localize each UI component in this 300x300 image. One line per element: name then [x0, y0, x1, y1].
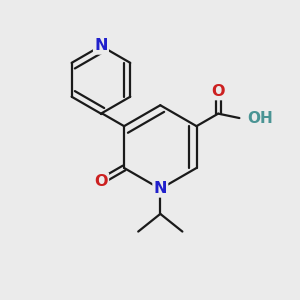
Text: N: N — [154, 182, 167, 196]
Text: OH: OH — [248, 111, 273, 126]
Text: O: O — [94, 174, 108, 189]
Text: O: O — [212, 84, 225, 99]
Text: N: N — [94, 38, 108, 53]
